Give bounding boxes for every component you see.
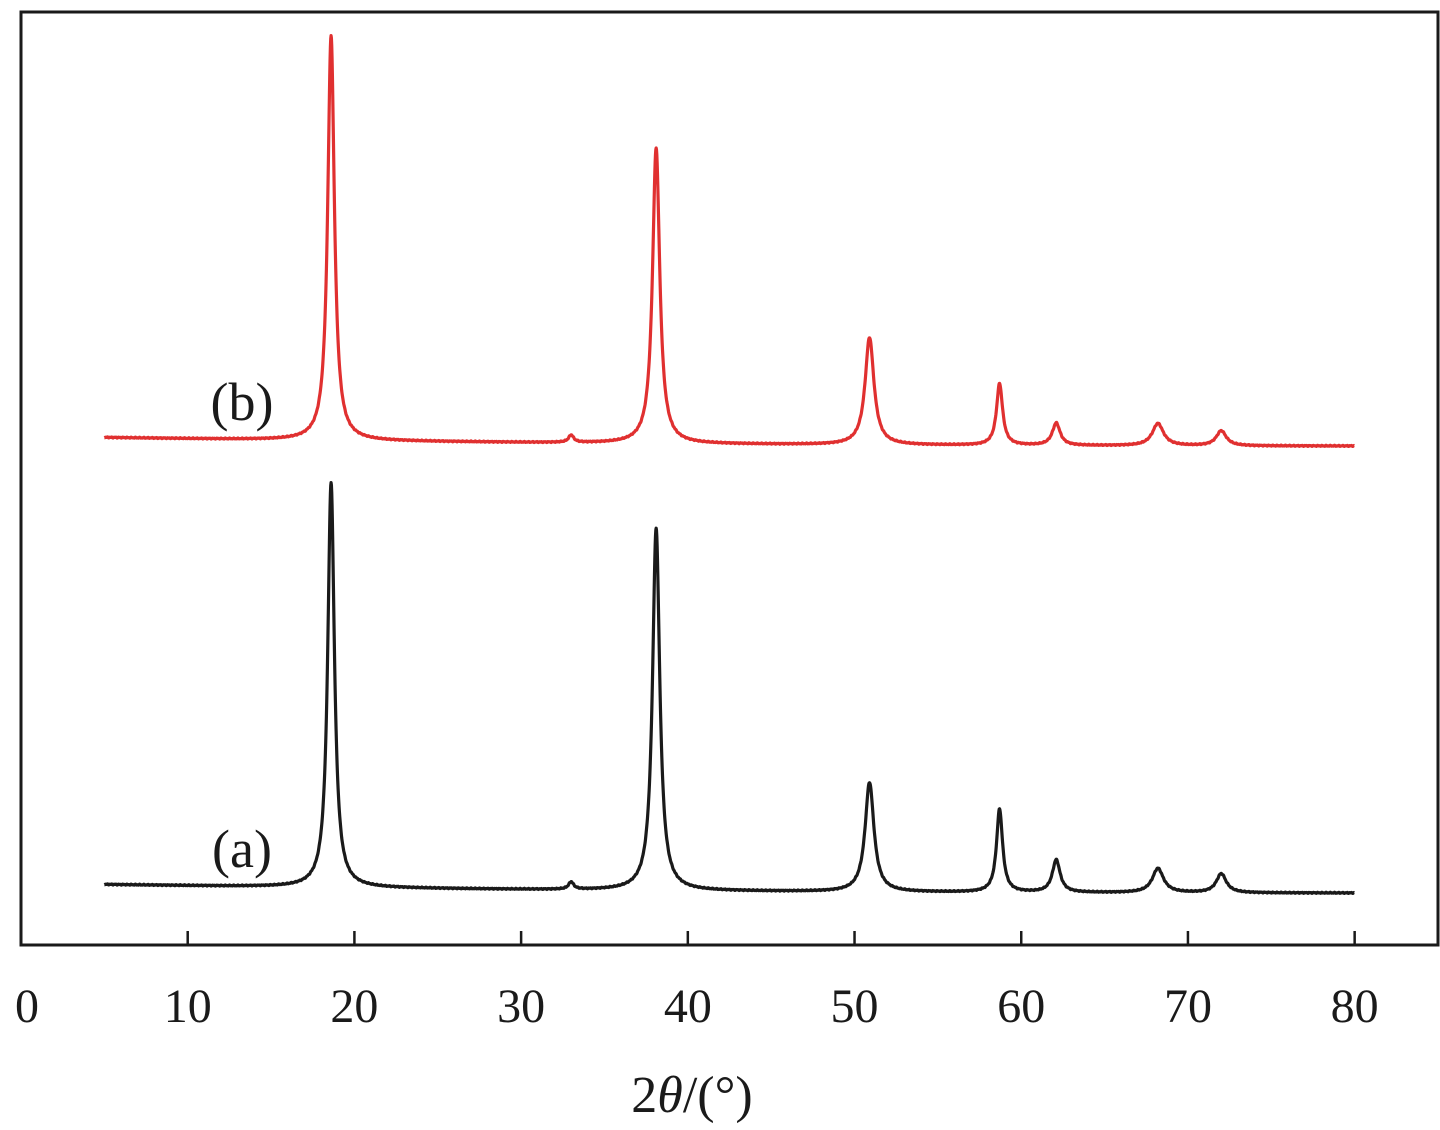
x-tick-label: 70 [1164,980,1212,1033]
x-axis-ticks: 0 10 20 30 40 50 60 70 80 [15,931,1379,1033]
x-tick-label: 20 [330,980,378,1033]
plot-frame [19,10,1440,947]
x-tick-label: 0 [15,980,39,1033]
series-layer: (a) (b) [103,34,1356,896]
x-axis-label: 2θ/(°) [631,1067,752,1124]
x-tick-label: 50 [831,980,879,1033]
series-label: (b) [211,372,274,432]
x-tick-label: 10 [164,980,212,1033]
series-label: (a) [212,819,272,879]
x-tick-label: 40 [664,980,712,1033]
series-line [103,34,1356,449]
x-axis-label-suffix: /(°) [683,1067,753,1124]
series-line [103,481,1356,896]
x-tick-label: 30 [497,980,545,1033]
x-axis-label-symbol: θ [657,1067,683,1124]
x-tick-label: 60 [997,980,1045,1033]
x-tick-label: 80 [1331,980,1379,1033]
x-axis-label-prefix: 2 [631,1067,657,1124]
